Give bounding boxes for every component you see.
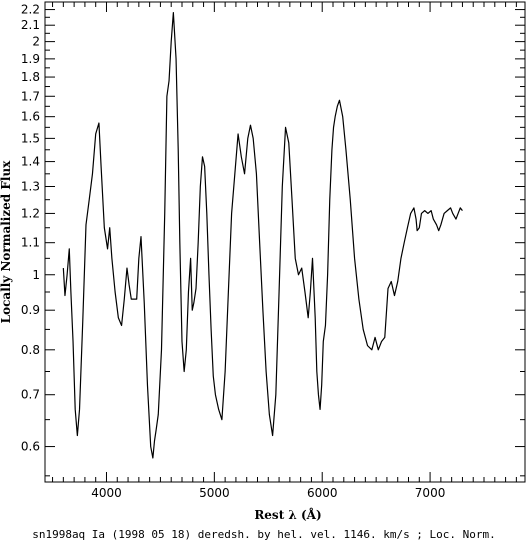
y-tick-label: 1.8 xyxy=(21,70,40,84)
y-tick-label: 1.7 xyxy=(21,89,40,103)
y-tick-label: 2.1 xyxy=(21,18,40,32)
y-tick-label: 0.7 xyxy=(21,388,40,402)
x-tick-label: 7000 xyxy=(415,486,446,500)
y-tick-label: 1.9 xyxy=(21,52,40,66)
y-tick-label: 1.5 xyxy=(21,131,40,145)
y-tick-label: 1.6 xyxy=(21,110,40,124)
y-tick-label: 1.1 xyxy=(21,236,40,250)
y-axis-label: Locally Normalized Flux xyxy=(0,160,13,323)
y-tick-label: 1.4 xyxy=(21,155,40,169)
y-tick-label: 1.2 xyxy=(21,206,40,220)
chart-caption: sn1998aq Ia (1998 05 18) deredsh. by hel… xyxy=(32,528,496,541)
axis-ticks xyxy=(45,1,525,482)
y-tick-label: 0.8 xyxy=(21,343,40,357)
x-axis-label: Rest λ (Å) xyxy=(254,507,321,522)
spectrum-line xyxy=(62,12,463,459)
x-tick-label: 4000 xyxy=(91,486,122,500)
y-tick-label: 1 xyxy=(32,268,40,282)
x-tick-label: 6000 xyxy=(307,486,338,500)
y-tick-label: 2.2 xyxy=(21,3,40,17)
y-tick-label: 1.3 xyxy=(21,180,40,194)
y-tick-label: 0.9 xyxy=(21,303,40,317)
y-tick-label: 0.6 xyxy=(21,440,40,454)
axis-tick-labels: 4000 5000 6000 7000 0.6 0.7 0.8 0.9 1 1.1 1.2 1.3 1.… xyxy=(21,3,445,500)
y-tick-label: 2 xyxy=(32,35,40,49)
plot-frame xyxy=(44,1,526,483)
x-tick-label: 5000 xyxy=(199,486,230,500)
